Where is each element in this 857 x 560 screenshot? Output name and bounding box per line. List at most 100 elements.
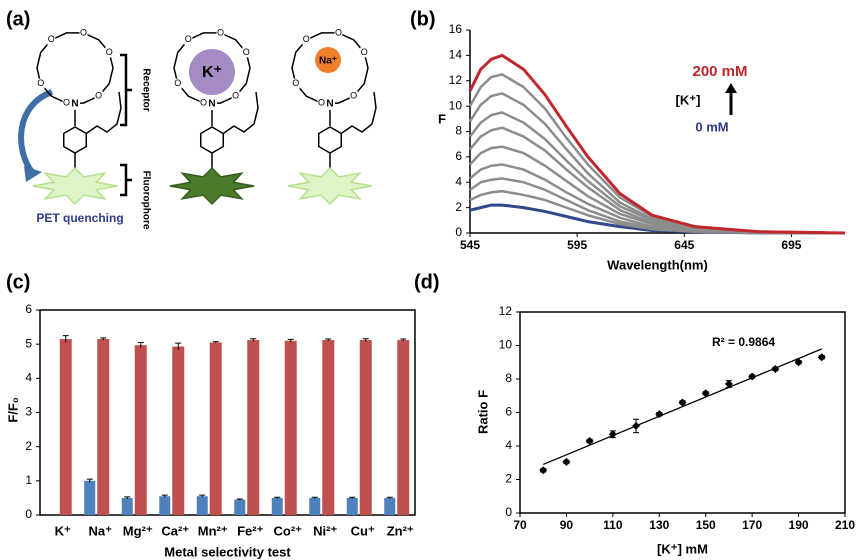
x-tick-label: 595 [567,238,587,252]
y-tick-label: 1 [25,473,32,487]
fluorophore-label: Fluorophore [140,171,151,230]
error-bar [274,496,281,499]
y-tick-label: 6 [505,405,512,419]
oxygen-label: O [106,47,113,57]
x-tick-label: K⁺ [55,523,71,538]
oxygen-label: O [80,27,87,37]
y-tick-label: 4 [505,438,512,452]
y-tick-label: 8 [455,124,462,138]
fluorophore-star [169,166,255,206]
bar [59,339,72,515]
bar [234,499,246,515]
atom-bg [62,98,71,109]
fluorophore-star [32,166,118,206]
x-tick-label: 645 [674,238,694,252]
atom-bg [349,91,358,102]
nitrogen-label: N [71,99,78,110]
nitrogen-label: N [208,99,215,110]
atom-bg [47,34,56,45]
y-tick-label: 2 [25,439,32,453]
atom-bg [302,34,311,45]
bar [247,340,260,515]
x-tick-label: 695 [781,238,801,252]
atom-bg [360,47,369,58]
na-ion-label: Na⁺ [319,56,337,67]
point [748,372,757,381]
point [632,421,641,430]
x-tick-label: Cu⁺ [351,523,375,538]
bar [159,496,171,515]
bar [84,480,96,515]
bar [134,345,147,515]
bar [359,340,372,515]
oxygen-label: O [174,78,181,88]
point [678,398,687,407]
bar [346,497,358,515]
y-axis-title: F [438,111,446,126]
spectrum-line [469,145,846,235]
y-tick-label: 2 [505,472,512,486]
bar [97,339,110,515]
diagram: Receptor Fluorophore PET quenching K⁺ Na… [18,27,377,230]
annotation: R² = 0.9864 [712,335,775,349]
oxygen-label: O [361,47,368,57]
spectrum-line [469,111,846,235]
atom-bg [207,98,217,110]
error-bar [386,496,393,499]
error-bar [137,341,144,348]
y-axis-title: F/F₀ [5,397,20,422]
x-axis-title: Wavelength(nm) [607,257,708,272]
k-ion-label: K⁺ [202,64,222,81]
bar [397,340,410,515]
error-bar [86,478,93,483]
y-tick-label: 12 [499,304,513,318]
y-axis-title: Ratio F [475,390,490,434]
atom-bg [79,27,88,38]
y-tick-label: 0 [25,507,32,521]
plot-frame [39,309,416,516]
y-tick-label: 16 [449,22,463,36]
point [562,457,571,466]
error-bar [161,494,168,498]
error-bar [100,337,107,341]
panel-label: (c) [6,271,30,293]
annotation: [K⁺] [676,92,701,107]
error-bar [212,341,219,344]
bar [309,497,321,515]
y-tick-label: 4 [455,174,462,188]
y-tick-label: 4 [25,371,32,385]
x-tick-label: 545 [460,238,480,252]
pet-label: PET quenching [36,211,123,225]
x-tick-label: 130 [649,518,669,532]
panel-label: (a) [6,8,30,30]
k-ion [189,49,235,95]
side-chain [85,91,122,135]
oxygen-label: O [335,27,342,37]
error-bar [199,494,206,498]
benzene [199,126,225,154]
x-tick-label: 110 [603,518,623,532]
bar [322,340,335,515]
bar [172,346,185,515]
x-tick-label: Na⁺ [89,523,113,538]
y-tick-label: 3 [25,405,32,419]
receptor-bracket [120,53,132,127]
error-bar [362,338,369,342]
atom-bg [184,34,193,45]
oxygen-label: O [350,91,357,101]
y-tick-label: 10 [499,338,513,352]
bar [121,497,133,515]
y-tick-label: 6 [455,149,462,163]
atom-bg [94,91,103,102]
trendline [542,348,823,466]
receptor-label: Receptor [140,68,151,111]
point [539,466,548,475]
error-bar [349,496,356,499]
error-bar [236,498,243,501]
oxygen-label: O [200,97,207,107]
y-tick-label: 0 [505,505,512,519]
x-tick-label: Mg²⁺ [123,523,153,538]
oxygen-label: O [318,97,325,107]
atom-bg [36,78,45,89]
